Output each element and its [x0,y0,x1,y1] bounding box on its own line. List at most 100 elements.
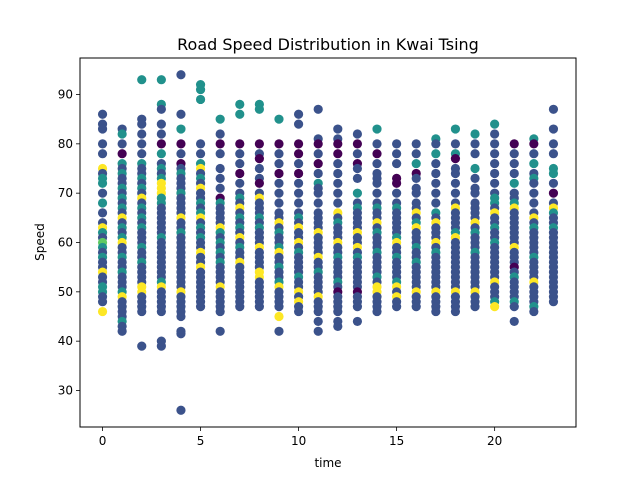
scatter-point [215,163,225,174]
scatter-point [352,149,363,159]
scatter-point [411,173,421,183]
scatter-point [176,124,186,134]
scatter-point [176,109,186,119]
scatter-point [156,341,166,351]
scatter-point [195,94,206,105]
scatter-point [97,208,108,218]
scatter-point [274,158,284,169]
scatter-point [411,302,421,312]
scatter-point [215,306,225,317]
scatter-point [490,178,500,188]
x-tick-label: 15 [389,434,404,448]
scatter-point [529,306,539,317]
scatter-point [313,149,323,159]
scatter-point [490,158,500,169]
scatter-point [117,149,127,159]
scatter-point [117,129,127,139]
scatter-point [156,129,166,139]
scatter-point [117,139,127,149]
scatter-point [490,302,500,312]
scatter-point [97,178,108,188]
scatter-point [195,139,206,149]
scatter-point [235,158,245,169]
scatter-point [293,188,304,198]
scatter-point [215,129,225,139]
scatter-point [411,158,421,169]
scatter-point [548,124,559,134]
scatter-point [450,188,461,198]
scatter-point [97,124,108,134]
scatter-point [372,178,382,188]
scatter-point [548,297,559,307]
scatter-point [274,168,284,179]
scatter-point [254,163,264,174]
scatter-point [333,306,343,317]
scatter-point [97,297,108,307]
scatter-point [529,188,539,198]
scatter-point [548,188,559,198]
scatter-point [274,139,284,149]
scatter-point [156,104,166,114]
scatter-point [352,139,363,149]
scatter-point [529,178,539,188]
scatter-point [235,168,245,179]
y-tick-label: 60 [58,236,73,250]
scatter-point [372,158,382,169]
scatter-point [293,158,304,169]
scatter-point [274,188,284,198]
scatter-point [274,149,284,159]
scatter-point [137,139,147,149]
scatter-point [431,168,441,179]
scatter-point [137,306,147,317]
scatter-point [215,114,225,124]
scatter-point [470,302,480,312]
y-tick-label: 40 [58,334,73,348]
scatter-point [215,183,225,193]
scatter-point [313,158,323,169]
scatter-point [392,139,402,149]
scatter-point [548,178,559,188]
scatter-point [117,326,127,336]
scatter-point [156,149,166,159]
scatter-point [215,139,225,149]
scatter-point [490,149,500,159]
scatter-point [470,173,480,183]
x-ticks: 0 5 10 15 20 [99,427,502,448]
scatter-point [176,149,186,159]
scatter-point [195,302,206,312]
scatter-point [431,178,441,188]
x-tick-label: 10 [291,434,306,448]
scatter-point [372,188,382,198]
scatter-point [293,109,304,119]
x-tick-label: 5 [197,434,205,448]
scatter-point [333,321,343,331]
scatter-point [450,139,461,149]
scatter-point [176,311,186,322]
x-axis-label: time [314,456,341,470]
scatter-point [293,149,304,159]
scatter-point [176,329,186,339]
scatter-point [431,139,441,149]
scatter-point [215,173,225,183]
scatter-point [431,188,441,198]
y-tick-label: 90 [58,88,73,102]
y-tick-label: 30 [58,383,73,397]
scatter-point [352,302,363,312]
scatter-point [392,158,402,169]
scatter-point [392,302,402,312]
scatter-point [313,198,323,208]
scatter-point [333,149,343,159]
scatter-point [392,178,402,188]
x-tick-label: 20 [487,434,502,448]
scatter-point [97,139,108,149]
scatter-point [293,139,304,149]
scatter-point [529,139,539,149]
scatter-point [470,129,480,139]
scatter-point [509,139,519,149]
scatter-point [137,119,147,129]
scatter-point [352,316,363,327]
chart-title: Road Speed Distribution in Kwai Tsing [177,35,479,54]
scatter-point [274,302,284,312]
